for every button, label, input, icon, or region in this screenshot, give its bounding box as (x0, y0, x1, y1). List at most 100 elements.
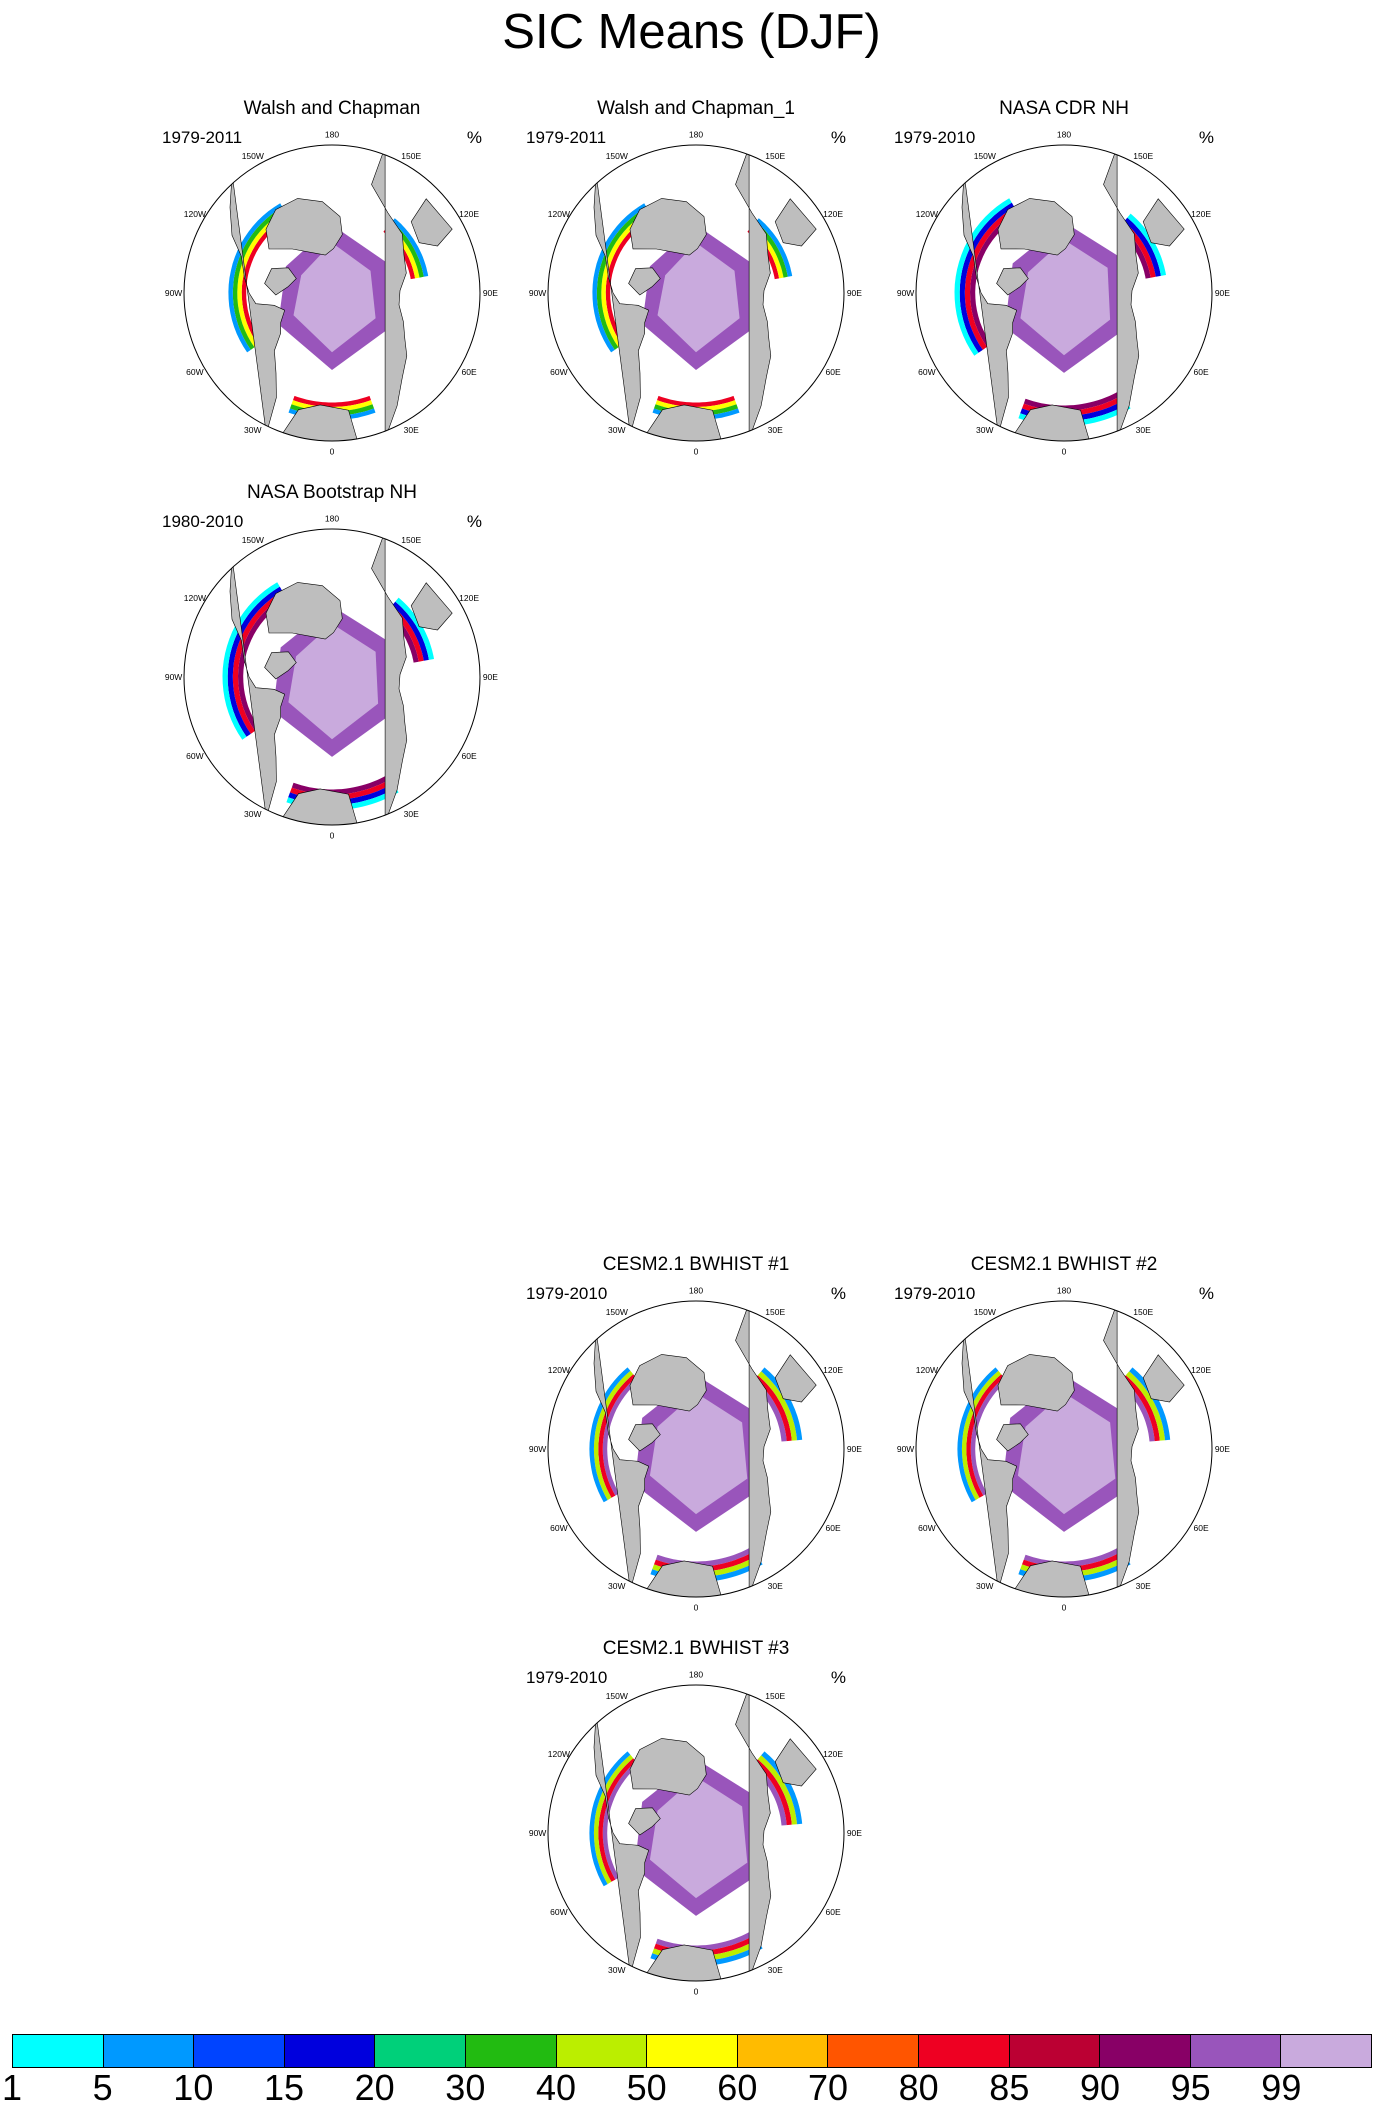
longitude-label: 30W (608, 425, 625, 435)
longitude-label: 0 (694, 446, 699, 456)
land-mass (997, 198, 1075, 256)
land-mass (410, 582, 453, 631)
longitude-label: 90E (847, 1828, 862, 1838)
map-panel-bwhist3: CESM2.1 BWHIST #3 1979-2010 % 180 150E 120… (516, 1638, 876, 1998)
map-panel-walsh: Walsh and Chapman 1979-2011 % 180 150E 120… (152, 98, 512, 458)
colorbar-swatch (13, 2035, 104, 2067)
sea-ice-band (1127, 213, 1166, 276)
polar-map: 180 150E 120E 90E 60E 30E 0 30W 60W 90W 120W 150W (897, 1286, 1230, 1613)
polar-map: 180 150E 120E 90E 60E 30E 0 30W 60W 90W 120W 150W (165, 130, 498, 457)
longitude-label: 90W (897, 288, 914, 298)
longitude-label: 150W (974, 1307, 996, 1317)
colorbar-label: 15 (263, 2067, 305, 2108)
land-mass (735, 146, 772, 440)
panel-units: % (830, 128, 846, 147)
sea-ice-band (657, 395, 735, 407)
land-mass (1142, 198, 1185, 247)
colorbar (12, 2034, 1372, 2068)
colorbar-swatch (556, 2035, 648, 2067)
longitude-label: 180 (689, 1286, 703, 1296)
land-mass (229, 557, 286, 818)
longitude-label: 60W (550, 367, 567, 377)
colorbar-label: 5 (92, 2067, 113, 2108)
sea-ice-band (593, 1370, 634, 1501)
colorbar-label: 70 (807, 2067, 849, 2108)
longitude-label: 120E (823, 209, 843, 219)
longitude-label: 150E (765, 1307, 785, 1317)
sea-ice-core (288, 623, 379, 740)
longitude-label: 90E (1215, 288, 1230, 298)
panel-title: NASA Bootstrap NH (246, 482, 418, 503)
colorbar-swatch (375, 2035, 466, 2067)
sea-ice-band (602, 1761, 639, 1880)
colorbar-swatch (737, 2035, 829, 2067)
polar-map: 180 150E 120E 90E 60E 30E 0 30W 60W 90W 120W 150W (529, 1286, 862, 1613)
panel-period: 1980-2010 (162, 512, 244, 531)
land-mass (229, 173, 286, 434)
longitude-label: 0 (330, 830, 335, 840)
colorbar-swatch (194, 2035, 285, 2067)
map-boundary (915, 144, 1213, 442)
land-mass (1103, 1302, 1140, 1596)
colorbar-label: 10 (173, 2067, 214, 2108)
land-mass (996, 1423, 1029, 1452)
land-mass (628, 267, 661, 296)
map-boundary (547, 1300, 845, 1598)
land-mass (265, 582, 343, 640)
longitude-label: 150W (606, 1307, 628, 1317)
longitude-label: 120E (459, 593, 479, 603)
land-mass (996, 267, 1029, 296)
map-panel-bwhist2: CESM2.1 BWHIST #2 1979-2010 % 180 150E 120… (884, 1254, 1244, 1614)
longitude-label: 30E (404, 425, 419, 435)
longitude-label: 150E (401, 535, 421, 545)
longitude-label: 90E (847, 1444, 862, 1454)
sea-ice-band (391, 601, 429, 661)
land-mass (628, 1423, 661, 1452)
longitude-label: 60E (462, 367, 477, 377)
longitude-label: 120W (548, 1365, 570, 1375)
sea-ice-band (961, 1370, 1002, 1501)
sea-ice-band (1129, 1367, 1171, 1441)
colorbar-label: 50 (626, 2067, 667, 2108)
land-mass (1103, 146, 1140, 440)
land-mass (593, 1713, 650, 1974)
page-title: SIC Means (DJF) (502, 5, 881, 59)
colorbar-label: 40 (535, 2067, 577, 2108)
longitude-label: 120E (823, 1365, 843, 1375)
panel-period: 1979-2011 (162, 128, 243, 147)
sea-ice-core (1020, 239, 1111, 356)
longitude-label: 30E (1136, 425, 1151, 435)
longitude-label: 150E (1133, 1307, 1153, 1317)
panel-period: 1979-2011 (526, 128, 607, 147)
land-mass (265, 198, 343, 256)
longitude-label: 150W (242, 535, 264, 545)
longitude-label: 30E (768, 1581, 783, 1591)
longitude-label: 180 (1057, 1286, 1071, 1296)
longitude-label: 180 (689, 1670, 703, 1680)
sea-ice-band (388, 605, 424, 662)
longitude-label: 90E (483, 672, 498, 682)
longitude-label: 120W (184, 593, 206, 603)
longitude-label: 60E (826, 1523, 841, 1533)
panel-title: CESM2.1 BWHIST #2 (970, 1254, 1158, 1275)
longitude-label: 30W (608, 1965, 625, 1975)
land-mass (774, 1354, 817, 1403)
land-mass (593, 173, 650, 434)
longitude-label: 150E (765, 151, 785, 161)
map-boundary (915, 1300, 1213, 1598)
map-boundary (183, 528, 481, 826)
land-mass (961, 1329, 1018, 1590)
longitude-label: 0 (694, 1986, 699, 1996)
sea-ice-band (761, 1367, 803, 1441)
sea-ice-band (970, 1377, 1007, 1496)
sea-ice-band (385, 609, 419, 663)
sea-ice-band (1117, 225, 1151, 279)
panel-title: CESM2.1 BWHIST #1 (602, 1254, 790, 1275)
map-boundary (183, 144, 481, 442)
longitude-label: 150W (606, 151, 628, 161)
panel-units: % (466, 512, 482, 531)
colorbar-swatch (1190, 2035, 1282, 2067)
colorbar-swatch (1281, 2035, 1371, 2067)
land-mass (961, 173, 1018, 434)
longitude-label: 120E (459, 209, 479, 219)
